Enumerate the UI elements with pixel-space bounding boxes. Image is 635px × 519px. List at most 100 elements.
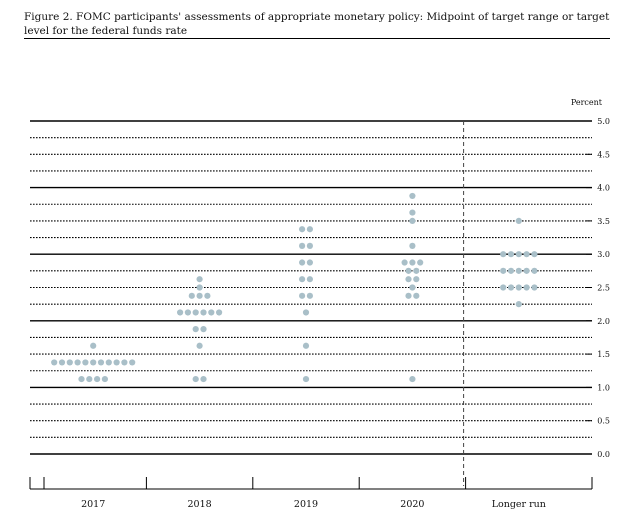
y-tick-label: 3.0 bbox=[597, 250, 610, 259]
dot-2020 bbox=[409, 242, 416, 249]
dot-2019 bbox=[306, 276, 313, 283]
dot-longer-run bbox=[523, 251, 530, 258]
dot-2018 bbox=[208, 309, 215, 316]
dot-longer-run bbox=[523, 267, 530, 274]
dot-2017 bbox=[90, 359, 97, 366]
y-tick-label: 4.5 bbox=[597, 150, 610, 159]
y-tick-label: 2.0 bbox=[597, 317, 610, 326]
dot-2018 bbox=[192, 375, 199, 383]
dot-2017 bbox=[90, 342, 97, 349]
y-tick-label: 3.5 bbox=[597, 217, 610, 226]
dot-2018 bbox=[192, 326, 199, 333]
x-tick-label: 2019 bbox=[294, 499, 318, 510]
dot-2019 bbox=[299, 242, 306, 249]
dot-2020 bbox=[405, 267, 412, 274]
dot-2017 bbox=[86, 375, 93, 383]
x-tick-label: 2020 bbox=[400, 499, 424, 510]
dot-2020 bbox=[405, 292, 412, 299]
dot-longer-run bbox=[531, 284, 538, 291]
gridlines bbox=[30, 120, 592, 455]
dot-2018 bbox=[192, 309, 199, 316]
dot-2019 bbox=[302, 375, 310, 383]
dot-2018 bbox=[184, 309, 191, 316]
dot-2018 bbox=[177, 309, 184, 316]
y-tick-label: 5.0 bbox=[597, 117, 610, 126]
y-tick-labels: 5.0 4.5 4.0 3.5 3.0 2.5 2.0 1.5 1.0 0.5 0.0 bbox=[597, 117, 610, 459]
dot-2018 bbox=[216, 309, 223, 316]
dot-longer-run bbox=[500, 284, 507, 291]
dot-2017 bbox=[105, 359, 112, 366]
dot-2019 bbox=[299, 226, 306, 233]
dot-2019 bbox=[299, 292, 306, 299]
x-tick-label: 2017 bbox=[81, 499, 105, 510]
dot-2018 bbox=[196, 276, 203, 283]
dot-2020 bbox=[413, 267, 420, 274]
y-axis-label: Percent bbox=[571, 98, 603, 107]
y-tick-label: 1.0 bbox=[597, 383, 610, 392]
dot-2020 bbox=[401, 259, 408, 266]
dot-longer-run bbox=[531, 267, 538, 274]
dot-2018 bbox=[200, 326, 207, 333]
dots bbox=[51, 192, 538, 383]
dot-longer-run bbox=[500, 251, 507, 258]
dot-2017 bbox=[97, 359, 105, 366]
dot-2019 bbox=[306, 292, 313, 299]
dot-2020 bbox=[413, 276, 420, 283]
dot-longer-run bbox=[507, 284, 515, 291]
dot-2018 bbox=[196, 292, 203, 299]
y-tick-label: 0.5 bbox=[597, 417, 610, 426]
dot-2020 bbox=[409, 284, 416, 291]
dot-2019 bbox=[299, 259, 306, 266]
y-tick-label: 0.0 bbox=[597, 450, 610, 459]
dot-2018 bbox=[204, 292, 211, 299]
y-tick-label: 4.0 bbox=[597, 184, 610, 193]
dot-longer-run bbox=[531, 251, 538, 258]
dot-2017 bbox=[66, 359, 73, 366]
dot-longer-run bbox=[507, 251, 515, 258]
dot-2017 bbox=[51, 359, 58, 366]
dot-2020 bbox=[409, 209, 416, 216]
dot-2019 bbox=[299, 276, 306, 283]
dot-longer-run bbox=[515, 217, 522, 224]
dot-2020 bbox=[409, 192, 416, 200]
y-tick-label: 2.5 bbox=[597, 284, 610, 293]
dot-2020 bbox=[409, 375, 416, 383]
dot-2019 bbox=[306, 259, 313, 266]
dot-longer-run bbox=[523, 284, 530, 291]
dot-2017 bbox=[82, 359, 89, 366]
title-rule bbox=[24, 38, 610, 39]
dot-2018 bbox=[196, 342, 203, 349]
dot-2020 bbox=[409, 217, 416, 224]
y-tick-label: 1.5 bbox=[597, 350, 610, 359]
dot-2018 bbox=[200, 309, 207, 316]
dot-2017 bbox=[129, 359, 136, 366]
dot-2017 bbox=[101, 375, 108, 383]
dot-2017 bbox=[113, 359, 120, 366]
dot-2018 bbox=[188, 292, 195, 299]
x-axis bbox=[29, 477, 593, 490]
x-tick-label: 2018 bbox=[188, 499, 212, 510]
dot-2019 bbox=[306, 226, 313, 233]
dot-longer-run bbox=[515, 284, 522, 291]
dot-longer-run bbox=[515, 251, 522, 258]
dot-2019 bbox=[302, 342, 310, 349]
dot-2020 bbox=[417, 259, 424, 266]
dot-2019 bbox=[306, 242, 313, 249]
dot-2018 bbox=[200, 375, 207, 383]
dot-2020 bbox=[413, 292, 420, 299]
dot-longer-run bbox=[500, 267, 507, 274]
dot-2017 bbox=[74, 359, 81, 366]
dot-2020 bbox=[405, 276, 412, 283]
dot-2017 bbox=[121, 359, 128, 366]
dot-2017 bbox=[94, 375, 101, 383]
dot-longer-run bbox=[515, 301, 522, 308]
dot-2018 bbox=[196, 284, 203, 291]
x-tick-label: Longer run bbox=[492, 499, 546, 510]
dot-longer-run bbox=[507, 267, 515, 274]
dot-2019 bbox=[302, 309, 310, 316]
dot-2017 bbox=[78, 375, 85, 383]
x-tick-labels: 2017 2018 2019 2020 Longer run bbox=[81, 499, 546, 510]
dot-2020 bbox=[409, 259, 416, 266]
dot-2017 bbox=[58, 359, 66, 366]
